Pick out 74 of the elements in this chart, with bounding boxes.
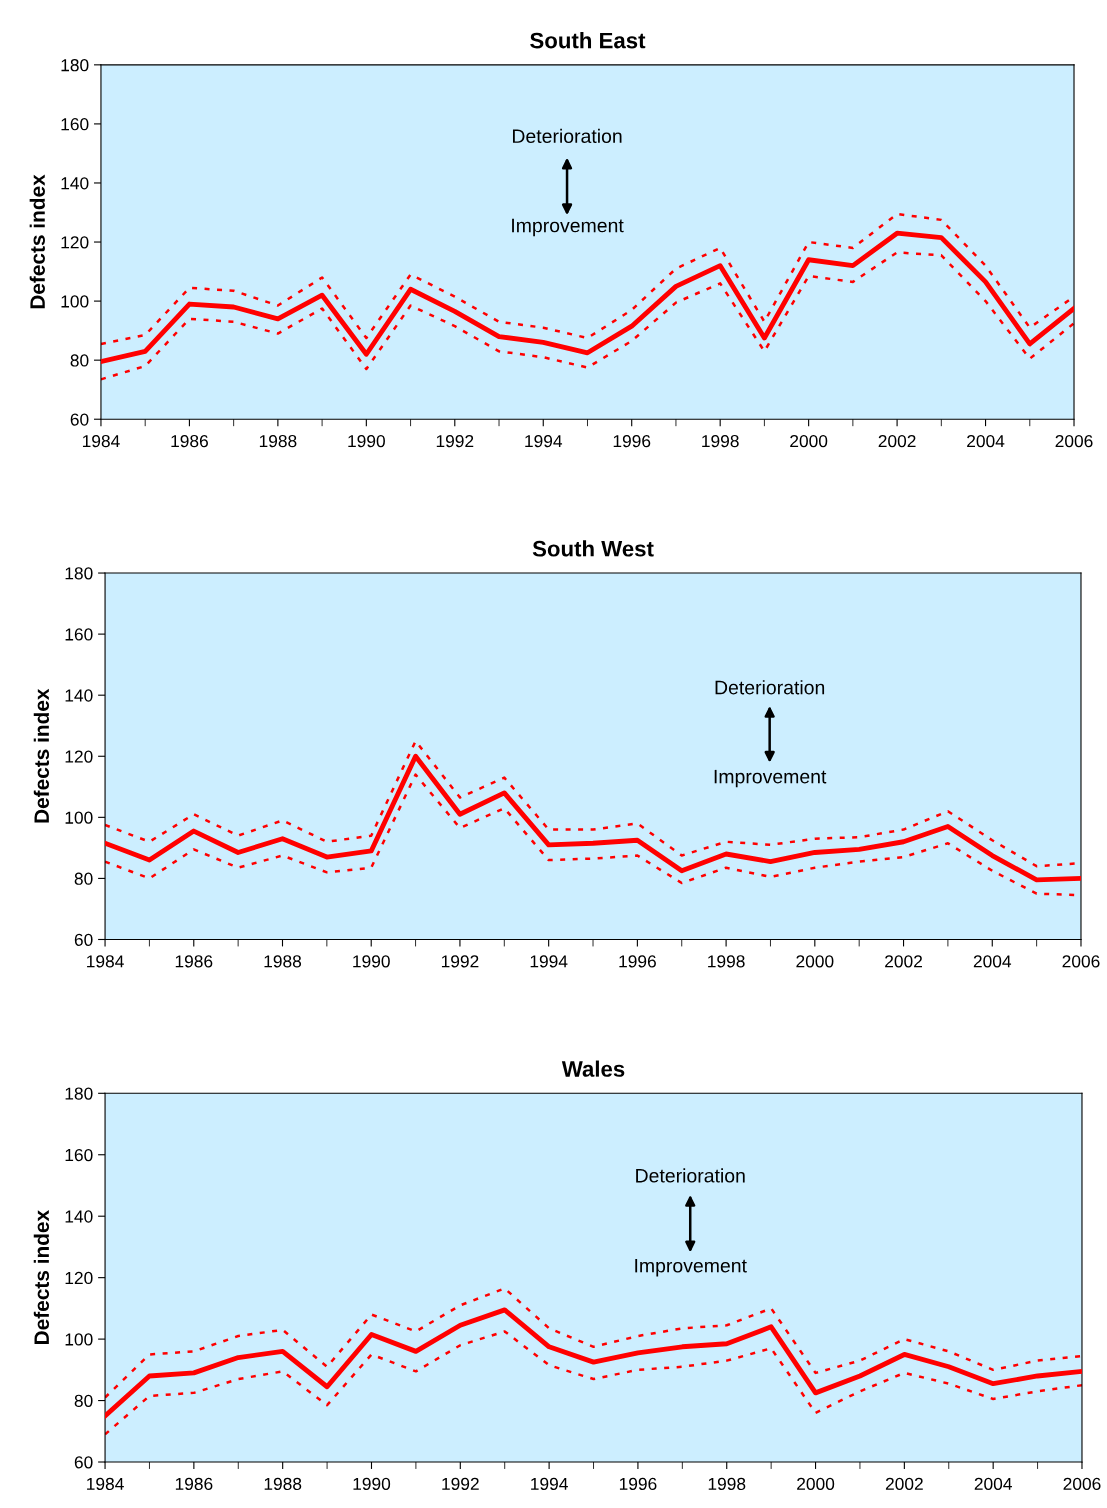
line-series xyxy=(100,251,1075,381)
x-tick-label: 2006 xyxy=(1063,1477,1101,1491)
x-tick-label: 1988 xyxy=(264,1477,302,1491)
y-tick-label: 100 xyxy=(61,295,89,308)
x-tick-label: 1984 xyxy=(87,1477,124,1491)
x-tick-label: 1998 xyxy=(708,1477,746,1491)
x-tick-label: 2006 xyxy=(1062,955,1100,968)
y-tick-label: 180 xyxy=(61,59,89,72)
x-tick-label: 2002 xyxy=(885,955,922,968)
y-tick-label: 80 xyxy=(74,872,93,885)
x-tick-label: 2006 xyxy=(1055,434,1093,448)
y-tick-label: 120 xyxy=(65,1271,93,1285)
annotation: Deterioration xyxy=(512,128,622,144)
chart-title: Wales xyxy=(561,1060,625,1077)
line-series xyxy=(105,1307,1082,1419)
x-tick-label: 1988 xyxy=(259,434,297,448)
x-tick-label: 2000 xyxy=(790,434,828,448)
y-tick-label: 100 xyxy=(65,1333,93,1346)
y-axis-title: Defects index xyxy=(33,1210,50,1344)
y-tick-label: 180 xyxy=(65,567,93,580)
annotation: Deterioration xyxy=(636,1168,745,1183)
x-tick-label: 1996 xyxy=(613,434,651,448)
x-tick-label: 1988 xyxy=(264,955,302,968)
y-tick-label: 160 xyxy=(65,628,93,641)
y-tick-label: 140 xyxy=(65,1210,93,1223)
annotation: Improvement xyxy=(714,769,827,788)
line-series xyxy=(105,1330,1082,1436)
y-tick-label: 100 xyxy=(65,811,93,824)
y-tick-label: 180 xyxy=(65,1087,93,1100)
y-axis-title: Defects index xyxy=(33,688,50,823)
x-tick-label: 1984 xyxy=(87,955,124,968)
x-tick-label: 1994 xyxy=(525,434,563,448)
x-tick-label: 2002 xyxy=(885,1477,923,1491)
x-tick-label: 1996 xyxy=(619,1477,657,1491)
x-tick-label: 2000 xyxy=(797,1477,835,1491)
x-tick-label: 1996 xyxy=(619,955,656,968)
x-tick-label: 1990 xyxy=(348,434,385,448)
x-tick-label: 2004 xyxy=(974,1477,1012,1491)
y-tick-label: 140 xyxy=(65,689,93,702)
y-tick-label: 80 xyxy=(74,1394,93,1408)
x-tick-label: 1992 xyxy=(442,1477,479,1491)
line-series xyxy=(105,753,1081,883)
x-tick-label: 1994 xyxy=(530,955,568,968)
x-tick-label: 1986 xyxy=(175,955,213,968)
y-tick-label: 80 xyxy=(70,354,89,367)
x-tick-label: 2004 xyxy=(973,955,1012,968)
x-tick-label: 1992 xyxy=(441,955,479,968)
x-tick-label: 1994 xyxy=(531,1477,568,1491)
x-tick-label: 2002 xyxy=(878,434,916,448)
y-axis-title: Defects index xyxy=(29,174,45,309)
y-tick-label: 60 xyxy=(74,933,93,946)
x-tick-label: 2000 xyxy=(796,955,834,968)
y-tick-label: 60 xyxy=(70,413,89,426)
chart-title: South West xyxy=(532,540,654,557)
x-tick-label: 1986 xyxy=(171,434,208,448)
y-tick-label: 160 xyxy=(61,118,89,131)
chart-title: South East xyxy=(530,32,646,49)
y-tick-label: 120 xyxy=(65,750,93,763)
x-tick-label: 1990 xyxy=(353,1477,391,1491)
y-tick-label: 160 xyxy=(65,1148,93,1162)
x-tick-label: 1992 xyxy=(436,434,474,448)
x-tick-label: 1984 xyxy=(82,434,120,448)
y-tick-label: 60 xyxy=(74,1456,93,1469)
annotation: Deterioration xyxy=(715,680,825,695)
x-tick-label: 1986 xyxy=(175,1477,213,1491)
annotation: Improvement xyxy=(512,218,624,237)
x-tick-label: 2004 xyxy=(967,434,1005,448)
line-series xyxy=(105,1287,1082,1399)
y-tick-label: 120 xyxy=(61,236,89,249)
x-tick-label: 1998 xyxy=(708,955,745,968)
annotation: Improvement xyxy=(635,1258,747,1277)
x-tick-label: 1998 xyxy=(702,434,739,448)
y-tick-label: 140 xyxy=(61,177,89,190)
x-tick-label: 1990 xyxy=(353,955,390,968)
